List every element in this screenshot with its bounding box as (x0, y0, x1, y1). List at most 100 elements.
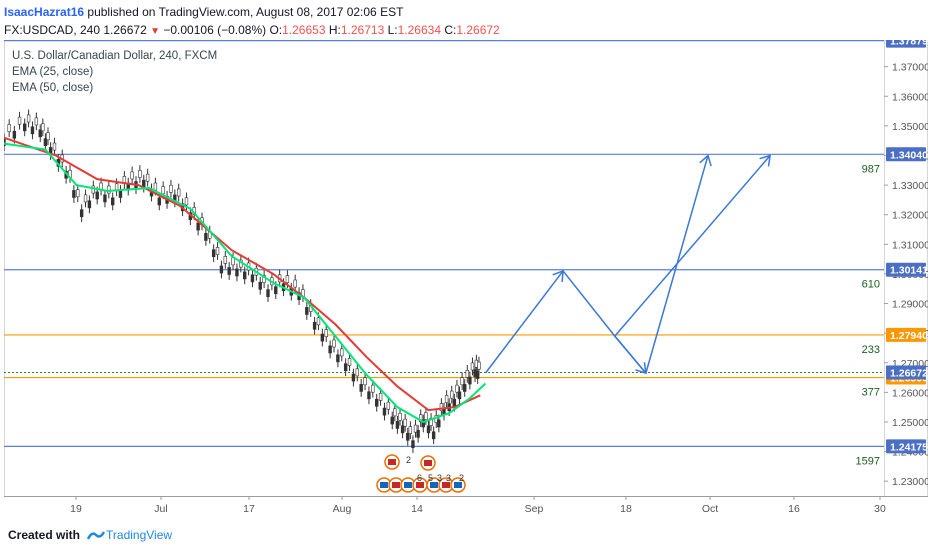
x-tick-label: Oct (702, 503, 718, 515)
event-count-label: 3 (446, 473, 451, 483)
event-count-label: 2 (406, 455, 411, 465)
level-price-badge (886, 147, 926, 162)
x-tick-label: 30 (874, 503, 886, 515)
price-candle (111, 197, 115, 206)
event-flag-row-fill (380, 482, 388, 488)
y-tick-label: 1.36000 (892, 91, 928, 103)
price-candle (223, 256, 227, 264)
price-candle (293, 279, 297, 288)
price-candle (153, 182, 158, 191)
event-flag-row-fill (442, 482, 450, 488)
close-value: 1.26672 (456, 23, 500, 37)
price-candle (439, 403, 444, 412)
price-candle (38, 129, 42, 138)
price-candle (107, 185, 111, 194)
projection-alt-leg[interactable] (614, 154, 771, 337)
low-value: 1.26634 (397, 23, 441, 37)
legend-ema50[interactable]: EMA (50, close) (12, 82, 94, 94)
price-candle (184, 197, 189, 206)
price-candle (76, 189, 80, 198)
price-candle (12, 130, 17, 139)
price-candle (26, 114, 31, 123)
price-candle (231, 257, 235, 266)
ema25-line[interactable] (4, 142, 487, 424)
price-candle (408, 426, 413, 434)
legend-title: U.S. Dollar/Canadian Dollar, 240, FXCM (12, 50, 218, 62)
price-candle (161, 186, 165, 195)
y-tick-label: 1.32000 (892, 210, 928, 222)
price-candle (340, 348, 344, 357)
tradingview-brand[interactable]: TradingView (86, 528, 172, 542)
price-candle (367, 391, 371, 400)
price-candle (204, 233, 208, 241)
price-candle (52, 142, 57, 151)
price-candle (266, 289, 270, 298)
price-candle (30, 126, 35, 135)
price-candle (95, 191, 99, 200)
ema50-line[interactable] (4, 136, 481, 412)
price-candle (145, 173, 150, 182)
price-candle (363, 377, 367, 386)
event-count-label: 6 (417, 473, 422, 483)
open-value: 1.26653 (282, 23, 326, 37)
level-price-badge (886, 439, 926, 454)
price-candle (419, 414, 423, 423)
price-candle (274, 286, 278, 295)
price-candle (157, 197, 161, 206)
price-candle (285, 275, 290, 283)
publish-line: IsaacHazrat16 published on TradingView.c… (4, 4, 924, 22)
published-text: published on TradingView.com, August 08,… (87, 5, 404, 19)
price-candle (431, 431, 436, 440)
symbol-label: FX:USDCAD, 240 (4, 23, 101, 37)
price-candle (351, 373, 356, 382)
y-tick-label: 1.31000 (892, 239, 928, 251)
price-candle (103, 194, 107, 203)
price-candle (4, 138, 6, 147)
legend-ema25[interactable]: EMA (25, close) (12, 66, 94, 78)
down-arrow-icon: ▼ (150, 26, 161, 37)
chart-panel[interactable]: 1.370001.360001.350001.340001.330001.320… (4, 40, 928, 516)
plot-area[interactable] (4, 40, 885, 497)
level-label: 233 (862, 344, 880, 356)
level-price-badge-label: 1.24175 (890, 441, 928, 453)
last-price: 1.26672 (103, 23, 147, 37)
y-tick-label: 1.23000 (892, 476, 928, 488)
y-tick-label: 1.37000 (892, 62, 928, 74)
price-candle (421, 419, 425, 428)
price-candle (395, 421, 400, 429)
price-candle (477, 361, 481, 370)
price-candle (324, 329, 328, 337)
current-price-badge (886, 365, 926, 380)
price-chart[interactable]: 1.370001.360001.350001.340001.330001.320… (4, 40, 928, 516)
event-flag-row-fill (416, 482, 424, 488)
event-count-label: 3 (437, 473, 442, 483)
price-candle (91, 185, 95, 194)
event-flag-row-fill (404, 482, 412, 488)
price-candle (386, 401, 391, 410)
price-candle (332, 339, 336, 348)
chart-header: IsaacHazrat16 published on TradingView.c… (4, 4, 924, 40)
projection-leg-1[interactable] (484, 270, 564, 374)
author-link[interactable]: IsaacHazrat16 (4, 5, 85, 19)
price-candle (83, 194, 88, 203)
price-candle (138, 170, 142, 178)
price-candle (347, 358, 352, 366)
price-candle (243, 271, 247, 280)
price-candle (413, 424, 418, 433)
price-candle (444, 395, 449, 403)
x-tick-label: Aug (333, 503, 352, 515)
event-count-label: 2 (459, 473, 464, 483)
level-price-badge-label: 1.34040 (890, 149, 928, 161)
high-value: 1.26713 (340, 23, 385, 37)
chart-legend: U.S. Dollar/Canadian Dollar, 240, FXCM E… (12, 48, 217, 96)
x-tick-label: 17 (243, 503, 255, 515)
price-candle (455, 384, 459, 393)
price-candle (7, 124, 11, 132)
projection-leg-2-arrow[interactable] (614, 335, 647, 374)
y-tick-label: 1.33000 (892, 180, 928, 192)
price-change: −0.00106 (−0.08%) (163, 23, 267, 37)
level-price-badge (886, 327, 926, 342)
price-candle (403, 418, 407, 427)
price-candle (196, 222, 200, 231)
price-candle (177, 188, 181, 197)
